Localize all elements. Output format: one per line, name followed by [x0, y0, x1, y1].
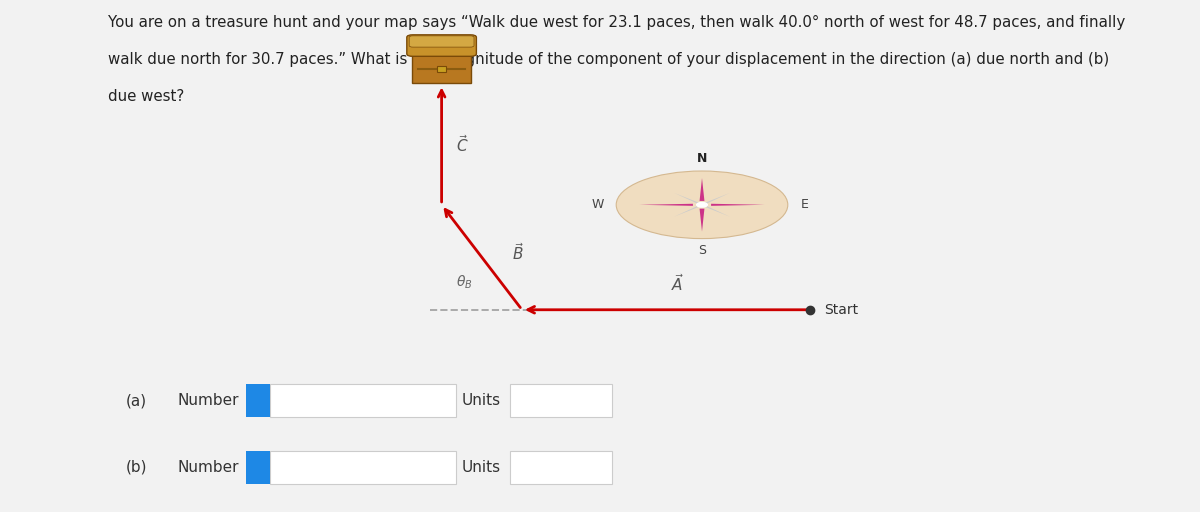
- Circle shape: [697, 203, 707, 207]
- Polygon shape: [674, 206, 698, 217]
- Polygon shape: [640, 204, 692, 206]
- Text: (b): (b): [126, 460, 148, 475]
- Polygon shape: [700, 178, 704, 201]
- FancyBboxPatch shape: [409, 36, 474, 47]
- Text: (a): (a): [126, 393, 148, 408]
- Text: Number: Number: [178, 460, 239, 475]
- Ellipse shape: [617, 171, 787, 239]
- FancyBboxPatch shape: [437, 66, 446, 72]
- FancyBboxPatch shape: [270, 384, 456, 417]
- Text: Start: Start: [824, 303, 858, 317]
- Polygon shape: [700, 209, 704, 231]
- Polygon shape: [674, 193, 698, 203]
- Text: Units: Units: [462, 393, 502, 408]
- Text: i: i: [256, 461, 260, 474]
- FancyBboxPatch shape: [510, 451, 612, 484]
- FancyBboxPatch shape: [510, 384, 612, 417]
- Text: You are on a treasure hunt and your map says “Walk due west for 23.1 paces, then: You are on a treasure hunt and your map …: [108, 15, 1126, 30]
- FancyBboxPatch shape: [413, 53, 470, 83]
- Text: Number: Number: [178, 393, 239, 408]
- Text: Units: Units: [462, 460, 502, 475]
- Text: N: N: [697, 153, 707, 165]
- Text: $\vec{C}$: $\vec{C}$: [456, 134, 468, 155]
- Text: walk due north for 30.7 paces.” What is the magnitude of the component of your d: walk due north for 30.7 paces.” What is …: [108, 52, 1109, 67]
- FancyBboxPatch shape: [246, 384, 270, 417]
- FancyBboxPatch shape: [270, 451, 456, 484]
- Text: $\vec{B}$: $\vec{B}$: [512, 242, 524, 263]
- Text: ∨: ∨: [594, 462, 601, 472]
- Polygon shape: [706, 206, 730, 217]
- Polygon shape: [706, 193, 730, 203]
- Text: E: E: [800, 198, 809, 211]
- Text: $\vec{A}$: $\vec{A}$: [671, 273, 685, 294]
- FancyBboxPatch shape: [246, 451, 270, 484]
- Polygon shape: [712, 204, 764, 206]
- Text: W: W: [592, 198, 604, 211]
- Text: due west?: due west?: [108, 89, 185, 104]
- Text: i: i: [256, 394, 260, 407]
- Text: S: S: [698, 244, 706, 257]
- Text: ∨: ∨: [594, 396, 601, 406]
- Text: $\theta_B$: $\theta_B$: [456, 274, 473, 291]
- FancyBboxPatch shape: [407, 35, 476, 56]
